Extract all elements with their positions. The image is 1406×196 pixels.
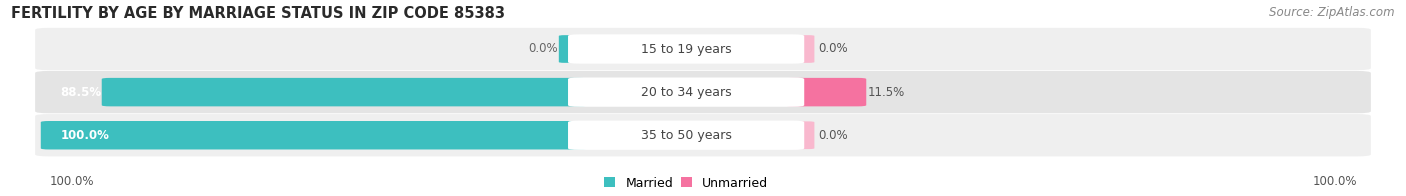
Text: FERTILITY BY AGE BY MARRIAGE STATUS IN ZIP CODE 85383: FERTILITY BY AGE BY MARRIAGE STATUS IN Z… [11,6,505,21]
Text: 100.0%: 100.0% [60,129,110,142]
Text: 0.0%: 0.0% [818,129,848,142]
Text: 20 to 34 years: 20 to 34 years [641,86,731,99]
Text: 35 to 50 years: 35 to 50 years [641,129,731,142]
Text: 88.5%: 88.5% [60,86,101,99]
Text: 15 to 19 years: 15 to 19 years [641,43,731,55]
Text: 0.0%: 0.0% [818,43,848,55]
Text: 0.0%: 0.0% [527,43,557,55]
Text: 100.0%: 100.0% [1312,175,1357,188]
Text: 100.0%: 100.0% [49,175,94,188]
Text: Source: ZipAtlas.com: Source: ZipAtlas.com [1270,6,1395,19]
Text: 11.5%: 11.5% [868,86,905,99]
Legend: Married, Unmarried: Married, Unmarried [605,177,768,190]
